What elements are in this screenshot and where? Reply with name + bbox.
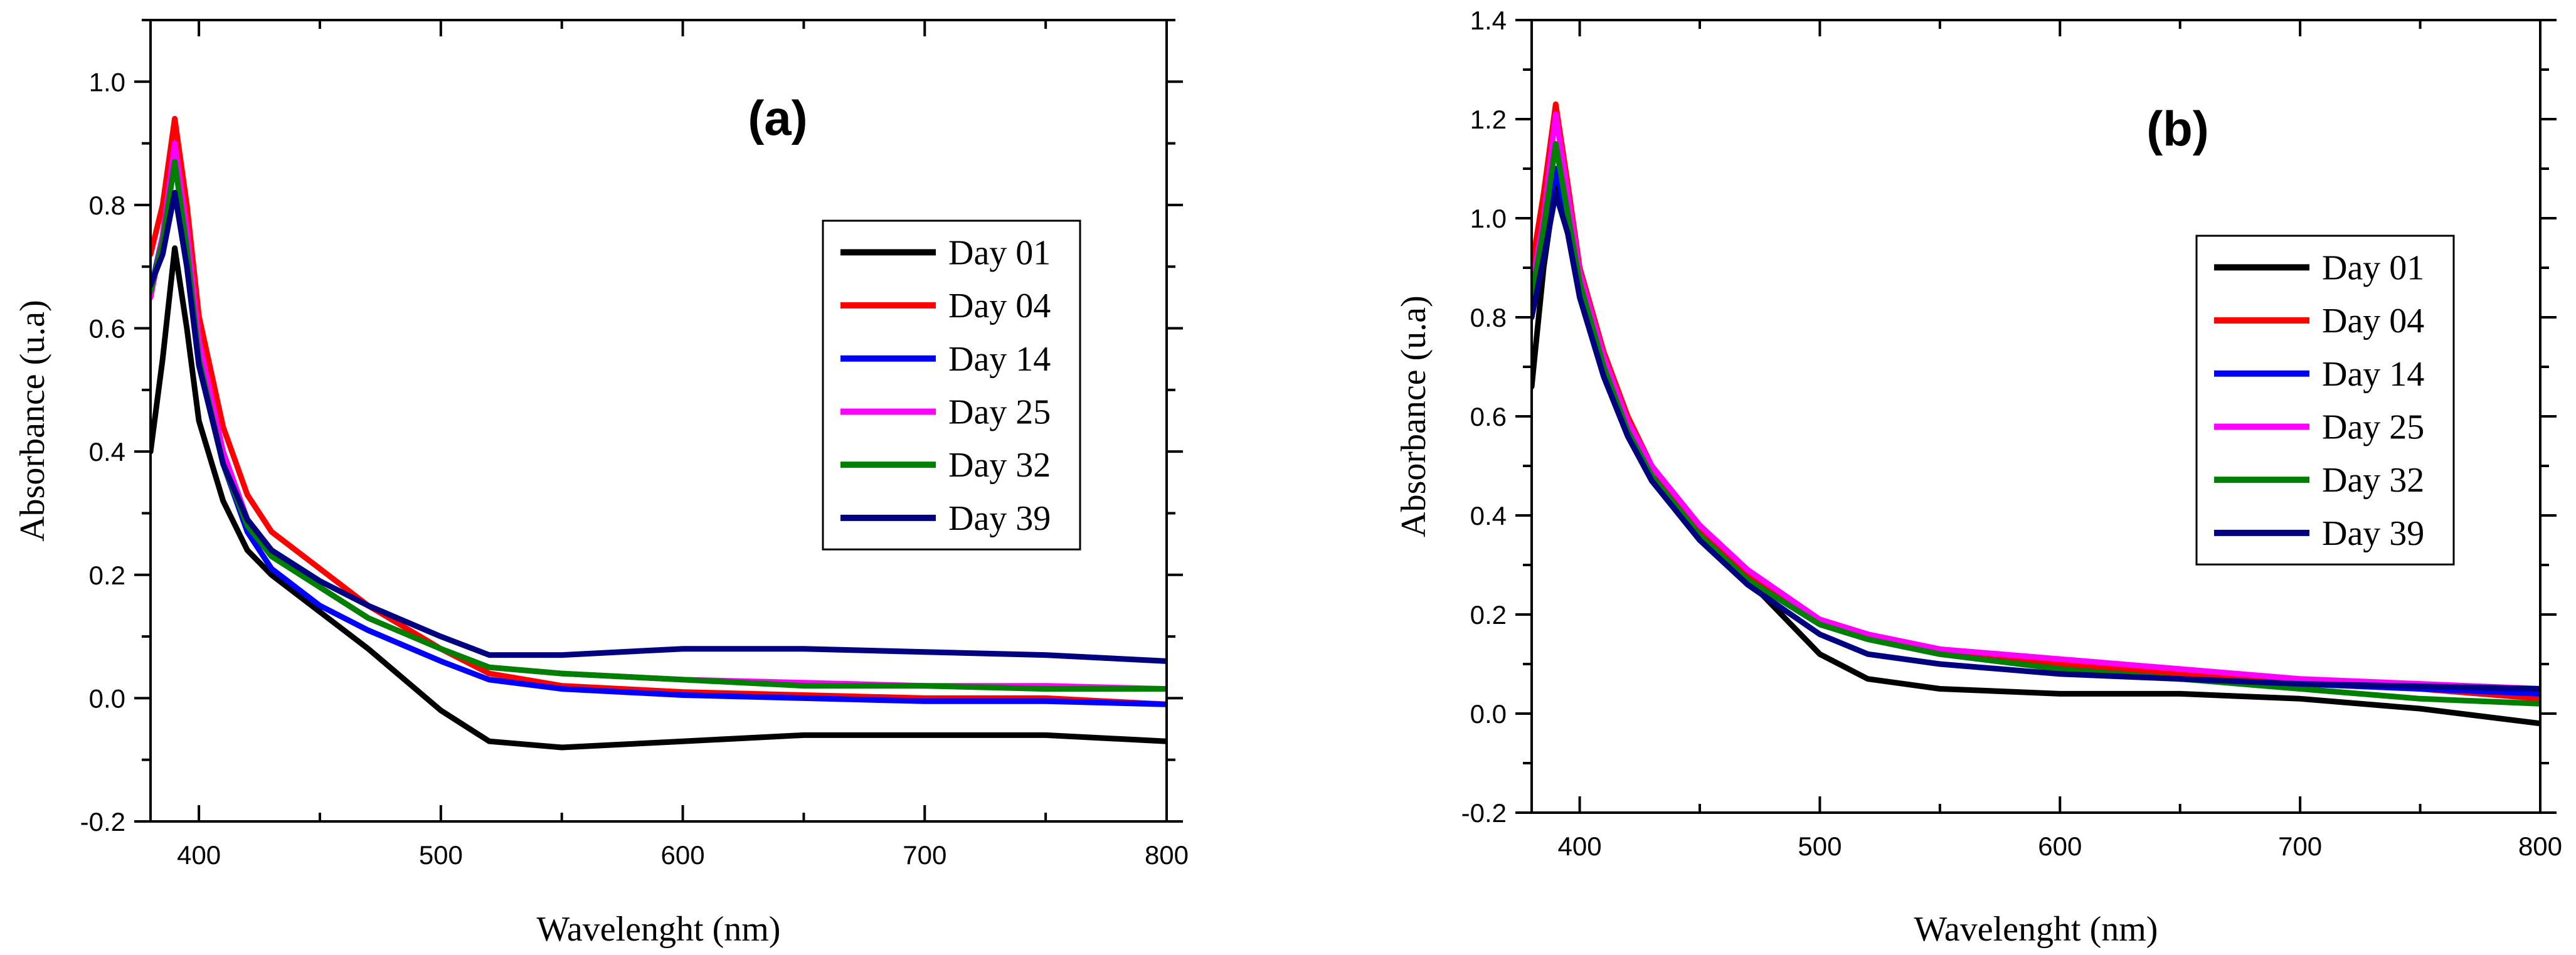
- panel-a-chart: 400 500 600 700 800 -0.2 0.0 0.2 0.4 0.6 0.8 1.0 Wav…: [13, 19, 1189, 949]
- series-line-day-39: [1532, 191, 2540, 692]
- legend-label: Day 04: [2322, 302, 2424, 340]
- plot-frame: [149, 19, 1168, 823]
- y-tick-label: 1.0: [89, 67, 125, 97]
- legend-label: Day 04: [948, 287, 1051, 325]
- legend-label: Day 14: [2322, 355, 2424, 394]
- series-line-day-04: [151, 115, 1167, 707]
- x-tick-label: 500: [1798, 831, 1842, 861]
- legend-label: Day 25: [2322, 408, 2424, 446]
- y-tick-label: 0.6: [89, 314, 125, 344]
- y-tick-label: 0.8: [89, 191, 125, 220]
- x-axis-title: Wavelenght (nm): [1914, 910, 2158, 949]
- panel-b-chart: 400 500 600 700 800 -0.2 0.0 0.2 0.4 0.6 0.8 1.0 1.2…: [1394, 6, 2562, 949]
- y-tick-label: 0.6: [1470, 402, 1507, 431]
- y-tick-label: -0.2: [1461, 798, 1507, 828]
- y-tick-label: 0.4: [89, 437, 125, 467]
- y-axis-title: Absorbance (u.a): [13, 300, 52, 542]
- x-tick-label: 400: [1558, 831, 1602, 861]
- y-tick-label: 0.2: [1470, 600, 1507, 630]
- series-line-day-01: [151, 245, 1167, 751]
- legend-label: Day 01: [948, 233, 1051, 272]
- legend-label: Day 25: [948, 393, 1051, 431]
- legend-label: Day 39: [2322, 514, 2424, 553]
- y-tick-label: 0.2: [89, 561, 125, 590]
- x-tick-label: 400: [177, 840, 221, 870]
- series-line-day-25: [1532, 111, 2540, 692]
- y-tick-label: 0.0: [89, 683, 125, 713]
- x-tick-label: 800: [1145, 840, 1189, 870]
- y-tick-label: 0.4: [1470, 501, 1507, 530]
- x-tick-label: 700: [2278, 831, 2322, 861]
- y-tick-label: 1.0: [1470, 204, 1507, 233]
- x-axis-title: Wavelenght (nm): [537, 910, 781, 949]
- legend-label: Day 32: [2322, 461, 2424, 500]
- legend-box: [2195, 235, 2455, 566]
- panel-label: (a): [748, 90, 807, 145]
- y-tick-label: 0.8: [1470, 303, 1507, 332]
- legend-label: Day 14: [948, 340, 1051, 379]
- x-tick-label: 600: [661, 840, 705, 870]
- y-axis-title: Absorbance (u.a): [1394, 295, 1433, 537]
- y-tick-label: 0.0: [1470, 699, 1507, 729]
- x-tick-label: 700: [903, 840, 946, 870]
- y-tick-label: 1.2: [1470, 105, 1507, 134]
- series-line-day-39: [151, 189, 1167, 664]
- x-tick-label: 800: [2518, 831, 2562, 861]
- y-tick-label: 1.4: [1470, 6, 1507, 35]
- x-tick-label: 600: [2038, 831, 2082, 861]
- panel-label: (b): [2146, 101, 2209, 156]
- x-tick-label: 500: [419, 840, 463, 870]
- legend-box: [822, 219, 1081, 551]
- series-line-day-32: [151, 159, 1167, 692]
- legend-label: Day 01: [2322, 248, 2424, 287]
- legend-label: Day 32: [948, 446, 1051, 485]
- y-tick-label: -0.2: [80, 807, 125, 836]
- legend-label: Day 39: [948, 499, 1051, 538]
